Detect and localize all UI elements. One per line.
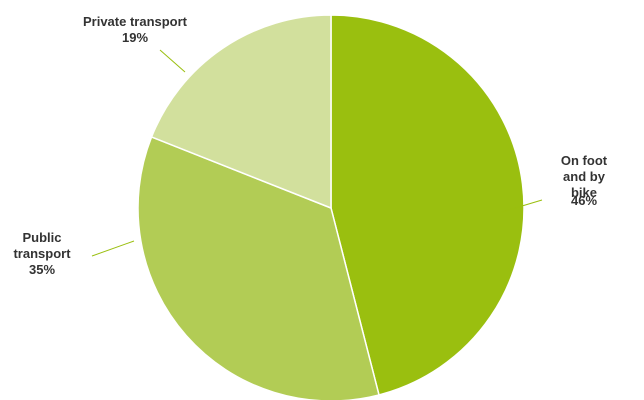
leader-line	[501, 199, 543, 213]
pie-slice	[150, 14, 332, 210]
leader-line	[159, 49, 186, 73]
leader-line	[91, 240, 135, 257]
pie-slice	[330, 14, 525, 396]
slice-label: Public transport	[13, 230, 71, 261]
slice-value: 19%	[121, 30, 149, 45]
pie-slice	[137, 135, 380, 400]
slice-label: Private transport	[82, 14, 188, 29]
slice-value: 46%	[570, 193, 598, 208]
slice-label: On foot and by bike	[560, 153, 608, 200]
slice-value: 35%	[28, 262, 56, 277]
